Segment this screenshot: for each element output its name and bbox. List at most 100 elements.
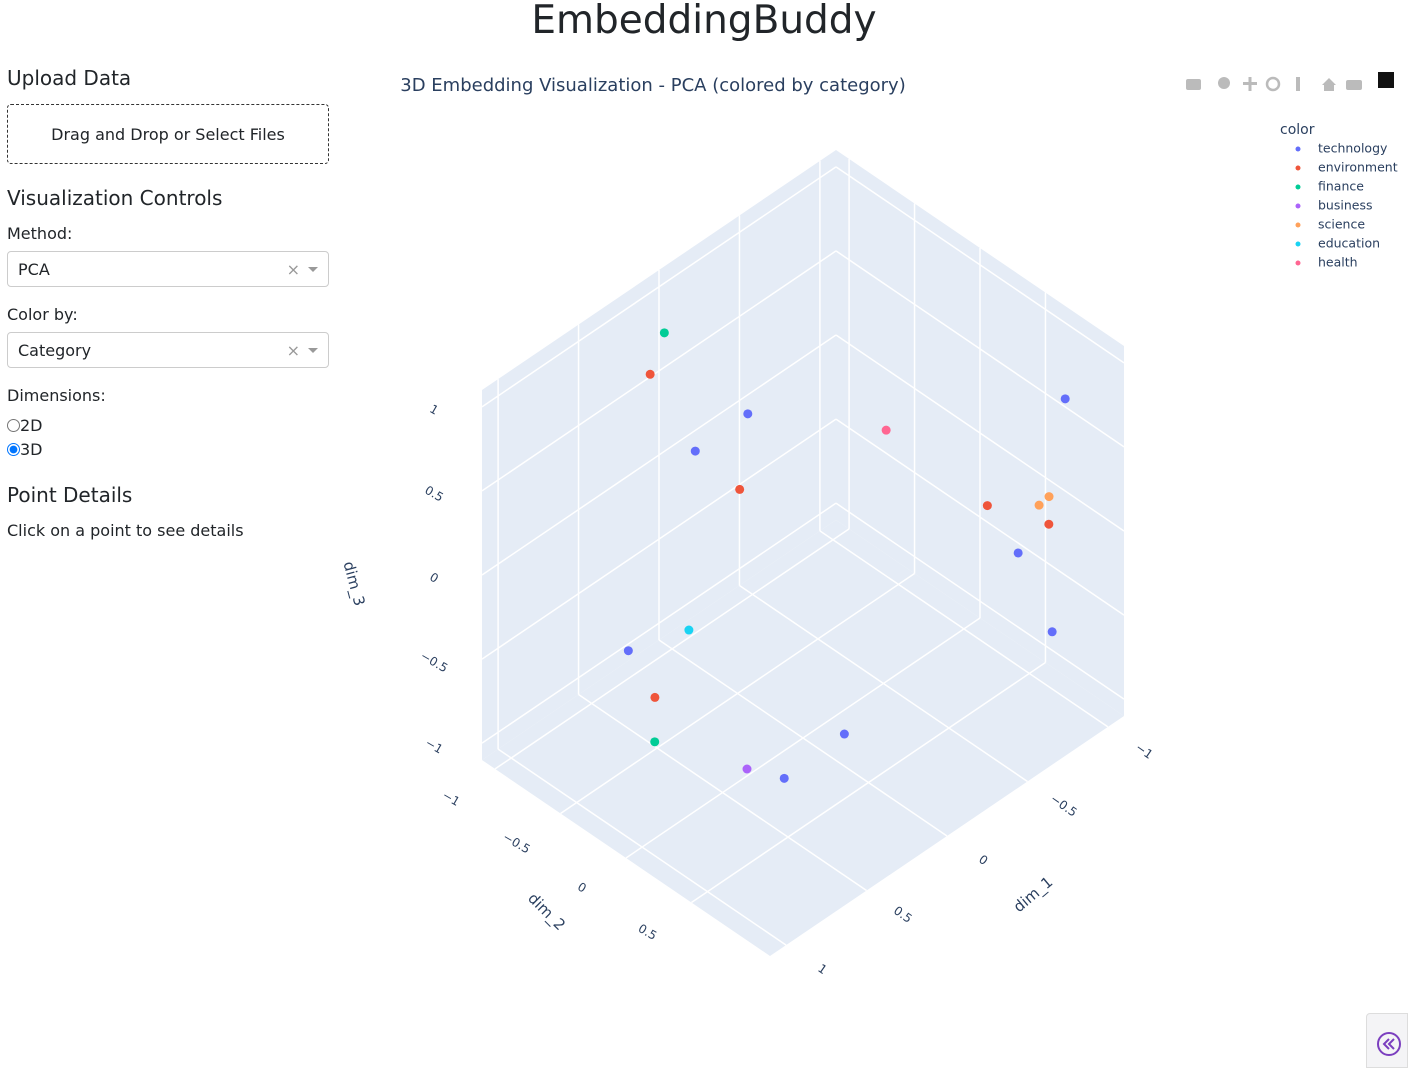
modebar [1186,72,1394,92]
grid-line [625,617,981,859]
upload-prompt: Drag and Drop or Select Files [51,124,285,144]
legend-marker [1295,260,1301,266]
data-point [982,501,992,511]
grid-line [691,661,1046,904]
clear-icon[interactable]: × [286,340,300,360]
grid-line [481,502,837,744]
method-value: PCA [18,259,50,279]
orbit-icon[interactable] [1265,76,1281,92]
icon-ring [1377,1032,1401,1056]
radio-input[interactable] [7,418,20,432]
data-point [690,446,700,456]
data-point [645,369,655,379]
y-tick-label: 0 [575,880,589,896]
legend-marker [1295,203,1301,209]
radio-option[interactable]: 3D [7,437,329,461]
chart: 3D Embedding Visualization - PCA (colore… [339,72,1398,977]
collapse-icon [1377,1032,1401,1056]
data-point [735,484,745,494]
legend-marker [1295,222,1301,228]
grid-line [481,334,837,576]
collapse-button[interactable] [1366,1013,1408,1068]
z-tick-label: 1 [427,402,441,418]
color-select[interactable]: Category × [7,332,329,368]
data-point [1034,500,1044,510]
legend-marker [1295,241,1301,247]
z-tick-label: −0.5 [418,649,450,676]
x-tick-label: 1 [815,961,829,977]
legend-marker [1295,165,1301,171]
x-tick-label: −0.5 [1048,791,1080,819]
x-axis-title: dim_1 [1010,873,1057,917]
legend-marker [1295,146,1301,152]
grid-line [835,334,1125,532]
radio-label: 3D [20,439,43,459]
z-tick-label: −1 [423,736,445,757]
grid-line [494,528,850,770]
data-point [779,773,789,783]
radio-label: 2D [20,415,43,435]
plotly-logo[interactable] [1378,72,1394,88]
y-tick-label: −0.5 [500,830,532,857]
x-tick-label: −1 [1133,740,1156,762]
dimensions-label: Dimensions: [7,386,106,405]
color-label: Color by: [7,305,78,324]
grid-line [835,418,1125,616]
x-tick-label: 0 [976,852,990,868]
turntable-icon[interactable] [1296,77,1300,91]
data-point [1044,492,1054,502]
clear-icon[interactable]: × [286,259,300,279]
legend-label: technology [1318,141,1388,156]
legend-label: finance [1318,179,1364,194]
camera-icon[interactable] [1186,79,1201,90]
sidebar: Upload Data Drag and Drop or Select File… [7,66,329,540]
method-select[interactable]: PCA × [7,251,329,287]
dimension-radios: 2D 3D [7,413,329,461]
color-value: Category [18,340,92,360]
pan-icon-part [1248,77,1252,91]
caret-icon [308,348,318,353]
radio-input[interactable] [7,442,20,456]
x-tick-label: 0.5 [891,903,915,925]
legend-label: science [1318,217,1365,232]
zoom-icon[interactable] [1218,77,1230,89]
legend-label: environment [1318,160,1398,175]
caret-icon [308,267,318,272]
upload-dropzone[interactable]: Drag and Drop or Select Files [7,104,329,164]
details-heading: Point Details [7,483,133,507]
data-point [1044,519,1054,529]
legend-marker [1295,184,1301,190]
legend-title: color [1280,122,1315,138]
radio-option[interactable]: 2D [7,413,329,437]
data-point [839,729,849,739]
data-point [650,737,660,747]
data-point [1047,627,1057,637]
chart-title: 3D Embedding Visualization - PCA (colore… [400,75,906,96]
legend-label: health [1318,255,1358,270]
camera-view-icon[interactable] [1346,80,1362,90]
legend-label: business [1318,198,1372,213]
legend-label: education [1318,236,1380,251]
grid-line [481,166,837,408]
data-point [684,625,694,635]
app-title: EmbeddingBuddy [531,0,877,43]
data-point [743,409,753,419]
y-axis-title: dim_2 [524,889,570,935]
icon-chevrons [1382,1038,1395,1050]
data-point [1013,548,1023,558]
grid-line [835,250,1125,448]
data-point [659,328,669,338]
upload-heading: Upload Data [7,66,132,90]
y-tick-label: −1 [440,788,462,809]
method-label: Method: [7,224,73,243]
grid-line [835,166,1125,364]
controls-heading: Visualization Controls [7,186,223,210]
data-point [650,692,660,702]
home-icon[interactable] [1322,78,1336,91]
data-point [742,764,752,774]
data-point [1060,394,1070,404]
data-point [881,425,891,435]
grid-line [835,502,1125,700]
grid-line [481,418,837,660]
